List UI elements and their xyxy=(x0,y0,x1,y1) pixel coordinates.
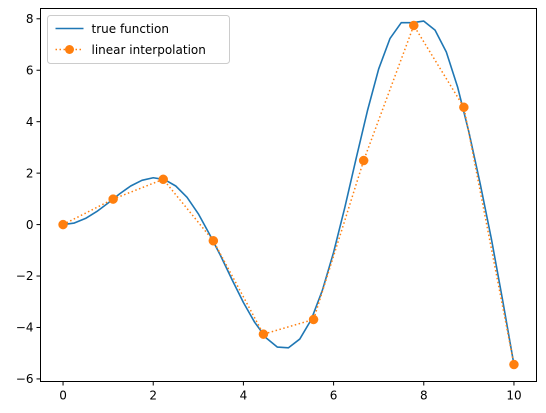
data-point xyxy=(158,174,168,185)
data-point xyxy=(459,102,469,113)
legend-box xyxy=(47,15,230,64)
y-tick-label: −4 xyxy=(16,321,34,335)
y-tick-label: 0 xyxy=(26,218,34,232)
legend-label-2: linear interpolation xyxy=(92,43,206,57)
y-tick-label: 8 xyxy=(26,12,34,26)
data-point xyxy=(409,20,419,31)
axes-frame xyxy=(40,8,537,382)
data-point xyxy=(108,194,118,204)
data-point xyxy=(308,314,319,325)
x-tick-label: 4 xyxy=(240,389,248,403)
x-tick-label: 0 xyxy=(59,389,67,403)
x-tick-label: 8 xyxy=(420,389,428,403)
data-point xyxy=(258,329,269,339)
plot-series-group xyxy=(58,20,519,370)
series-line-2 xyxy=(62,24,515,365)
x-tick-label: 10 xyxy=(506,389,521,403)
plot-area xyxy=(58,20,519,370)
y-tick-label: 2 xyxy=(26,166,34,180)
legend-marker-2 xyxy=(65,45,74,54)
axes: 0 2 4 6 8 10 −6 −4 −2 0 2 4 6 8 xyxy=(16,8,537,403)
y-tick-label: 6 xyxy=(26,63,34,77)
y-tick-label: −2 xyxy=(16,269,34,283)
data-point xyxy=(208,236,219,246)
x-tick-label: 6 xyxy=(330,389,338,403)
x-tick-label: 2 xyxy=(149,389,157,403)
data-point xyxy=(509,359,519,370)
data-point xyxy=(58,219,68,230)
legend-label-1: true function xyxy=(92,22,169,36)
y-tick-label: −6 xyxy=(16,372,34,386)
legend: true function linear interpolation xyxy=(47,15,230,64)
data-point xyxy=(358,155,369,166)
y-tick-label: 4 xyxy=(26,115,34,129)
series-line-1 xyxy=(62,20,515,366)
